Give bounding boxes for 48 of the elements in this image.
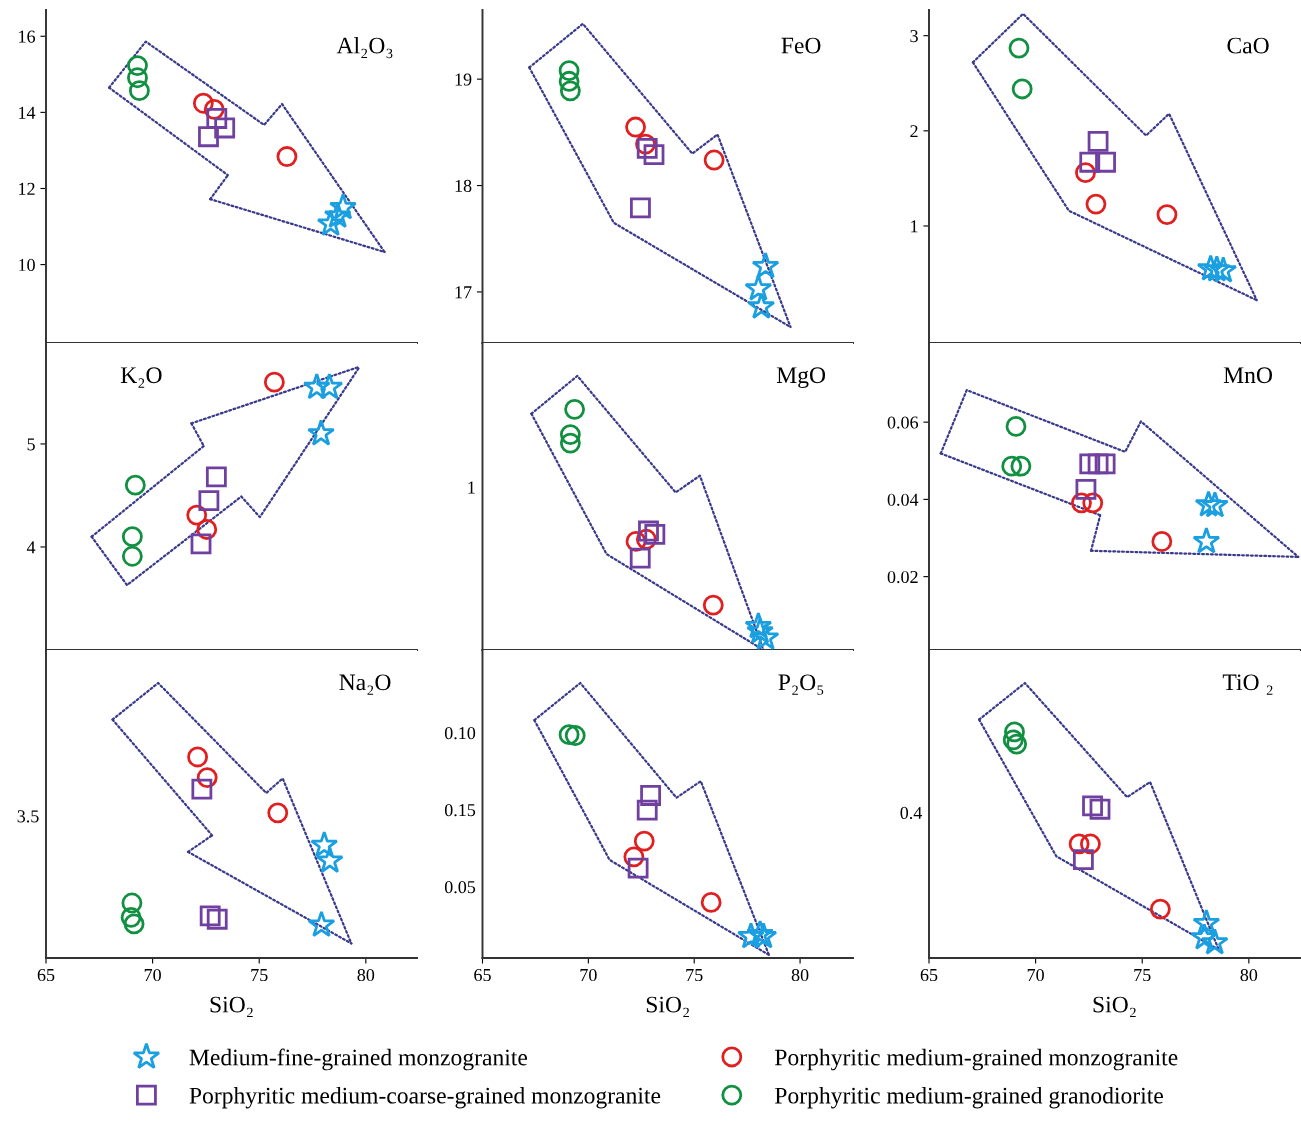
text: 3.5 <box>17 810 39 823</box>
y-tick-label: 16 <box>19 30 36 43</box>
x-tick-label: 80 <box>1240 968 1258 982</box>
x-tick-label: 70 <box>580 968 597 982</box>
y-tick-label: 1 <box>911 220 918 233</box>
x-tick-label: 80 <box>791 968 809 982</box>
x-tick-label: 65 <box>474 968 491 982</box>
text: 0.10 <box>444 727 476 740</box>
legend-label: Porphyritic medium-grained granodiorite <box>774 1086 1163 1109</box>
y-tick-label: 2 <box>910 125 918 138</box>
chart-title: TiO ₂ <box>1222 674 1273 695</box>
text: 0.4 <box>900 806 923 820</box>
y-tick-label: 14 <box>19 106 36 119</box>
y-tick-label: 3 <box>910 30 918 43</box>
legend-label: Porphyritic medium-coarse-grained monzogranite <box>189 1086 661 1109</box>
y-tick-label: 5 <box>27 438 35 451</box>
x-axis-title: SiO₂ <box>210 996 253 1018</box>
text: MnO <box>1223 367 1273 384</box>
x-tick-label: 75 <box>686 969 703 982</box>
text: Al₂O₃ <box>336 36 393 59</box>
y-tick-label: 4 <box>26 541 36 554</box>
chart-title: MgO <box>776 367 826 388</box>
y-tick-label: 18 <box>455 179 472 192</box>
y-tick-label: 0.06 <box>887 416 919 429</box>
x-tick-label: 75 <box>1134 969 1151 982</box>
y-tick-label: 0.02 <box>887 570 918 584</box>
x-tick-label: 80 <box>357 968 375 982</box>
y-tick-label: 12 <box>19 182 35 195</box>
x-tick-label: 75 <box>251 969 268 982</box>
chart-title: P₂O₅ <box>778 674 824 695</box>
x-axis-title: SiO₂ <box>646 996 689 1018</box>
legend-label: Medium-fine-grained monzogranite <box>189 1048 528 1071</box>
x-tick-label: 70 <box>1027 968 1044 982</box>
text: 0.15 <box>444 804 476 817</box>
text: FeO <box>781 37 821 54</box>
y-tick-label: 17 <box>455 286 472 299</box>
x-axis-title: SiO₂ <box>1093 996 1136 1018</box>
chart-title: Na₂O <box>339 674 391 695</box>
x-tick-label: 65 <box>920 968 938 982</box>
y-tick-label: 19 <box>455 73 472 86</box>
x-tick-label: 65 <box>37 968 55 982</box>
y-tick-label: 10 <box>19 258 35 272</box>
legend-label: Porphyritic medium-grained monzogranite <box>774 1048 1178 1071</box>
text: K₂O <box>120 367 162 388</box>
text: CaO <box>1227 37 1269 54</box>
text: 0.05 <box>444 881 476 894</box>
y-tick-label: 0.04 <box>887 493 919 506</box>
x-tick-label: 70 <box>144 968 161 982</box>
